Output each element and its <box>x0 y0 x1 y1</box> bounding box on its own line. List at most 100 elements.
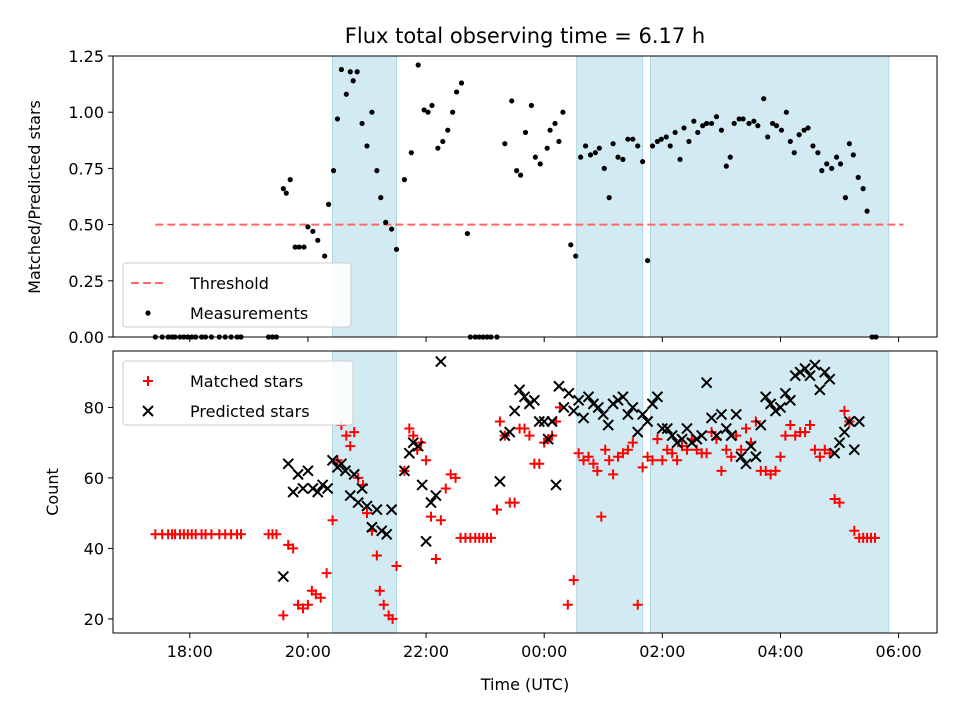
measurement-point <box>354 69 360 75</box>
measurement-point <box>778 127 785 133</box>
predicted-stars-point <box>302 465 314 477</box>
measurement-point <box>801 127 807 133</box>
measurement-point <box>458 80 465 86</box>
legend-measurements-swatch <box>145 310 151 316</box>
predicted-stars-point <box>352 496 364 509</box>
predicted-stars-point <box>572 394 585 407</box>
predicted-stars-point <box>617 391 629 403</box>
predicted-stars-point <box>518 391 531 403</box>
measurement-point <box>773 123 780 129</box>
matched-stars-point <box>235 529 246 540</box>
predicted-stars-point <box>504 426 516 438</box>
measurement-point <box>686 138 692 145</box>
measurement-point <box>850 152 856 158</box>
legend-box <box>122 262 352 328</box>
predicted-stars-point <box>848 443 861 456</box>
predicted-stars-point <box>740 458 752 470</box>
bottom-axes-frame <box>112 350 938 634</box>
matched-stars-point <box>404 423 415 434</box>
predicted-stars-point <box>641 415 654 428</box>
predicted-stars-point <box>661 422 673 435</box>
x-tick-label: 18:00 <box>167 642 213 661</box>
predicted-stars-point <box>533 415 545 428</box>
matched-stars-point <box>672 455 683 466</box>
measurement-point <box>359 120 365 127</box>
matched-stars-point <box>726 451 737 462</box>
measurement-point <box>805 125 811 131</box>
measurement-point <box>672 129 678 136</box>
predicted-stars-point <box>361 500 373 512</box>
top-panel-plot: 0.00 0.25 0.50 0.75 1.00 1.25 Threshold Measure… <box>68 47 938 347</box>
measurement-point <box>815 150 821 156</box>
predicted-stars-point <box>494 475 506 488</box>
matched-stars-point <box>349 427 360 438</box>
predicted-stars-point <box>705 412 718 424</box>
top-y-tick-label: 1.00 <box>68 103 104 122</box>
top-shaded-interval <box>650 55 890 338</box>
measurement-point <box>440 138 446 145</box>
measurement-point <box>301 244 307 250</box>
matched-stars-point <box>509 497 520 508</box>
measurement-point <box>731 120 737 127</box>
predicted-stars-point <box>784 394 797 407</box>
predicted-stars-point <box>735 451 747 463</box>
measurement-point <box>596 145 602 151</box>
measurement-point <box>315 237 321 243</box>
top-y-axis-label: Matched/Predicted stars <box>25 100 44 294</box>
predicted-stars-point <box>430 489 442 502</box>
predicted-stars-point <box>681 422 693 435</box>
predicted-stars-point <box>843 415 856 428</box>
predicted-stars-point <box>804 369 816 382</box>
measurement-point <box>640 159 646 165</box>
predicted-stars-point <box>823 373 836 385</box>
measurement-point <box>408 150 414 156</box>
measurement-point <box>610 141 616 147</box>
predicted-stars-point <box>542 433 554 445</box>
bottom-y-axis-label: Count <box>43 468 62 516</box>
measurement-point <box>860 186 866 192</box>
matched-stars-point <box>814 451 825 462</box>
measurement-point <box>393 246 400 252</box>
top-y-tick-label: 0.00 <box>68 328 104 347</box>
predicted-stars-point <box>335 458 348 470</box>
matched-stars-point <box>604 455 615 466</box>
legend-predicted-swatch <box>142 405 154 417</box>
measurement-point <box>450 109 456 115</box>
measurement-point <box>592 150 598 156</box>
top-y-tick-label: 1.25 <box>68 47 104 66</box>
measurement-point <box>280 186 286 192</box>
measurement-point <box>568 242 574 248</box>
predicted-stars-point <box>550 479 562 491</box>
measurement-point <box>751 118 757 124</box>
bottom-y-tick-label: 20 <box>84 610 104 629</box>
measurement-point <box>654 138 661 145</box>
matched-stars-point <box>408 430 419 441</box>
matched-stars-point <box>834 497 845 508</box>
measurement-point <box>677 156 683 163</box>
matched-stars-point <box>592 465 603 476</box>
matched-stars-point <box>341 430 352 441</box>
measurement-point <box>537 161 543 167</box>
matched-stars-point <box>824 448 835 459</box>
top-legend: Threshold Measurements <box>122 262 352 328</box>
matched-stars-point <box>839 405 850 416</box>
predicted-stars-point <box>755 419 767 431</box>
predicted-stars-point <box>602 419 614 431</box>
measurement-point <box>582 143 589 149</box>
predicted-stars-point <box>292 468 304 481</box>
measurement-point <box>425 109 431 115</box>
matched-stars-point <box>583 451 594 462</box>
measurement-point <box>864 208 870 214</box>
measurement-point <box>415 62 421 68</box>
bottom-y-tick-label: 40 <box>84 539 104 558</box>
measurement-point <box>704 120 710 127</box>
measurement-point <box>421 107 427 113</box>
matched-stars-point <box>652 434 663 445</box>
top-y-tick-label: 0.75 <box>68 159 104 178</box>
measurement-point <box>556 138 562 145</box>
predicted-stars-point <box>558 401 570 414</box>
predicted-stars-point <box>546 415 558 428</box>
predicted-stars-point <box>385 503 398 516</box>
measurement-point <box>667 143 673 149</box>
measurement-point <box>765 134 771 140</box>
